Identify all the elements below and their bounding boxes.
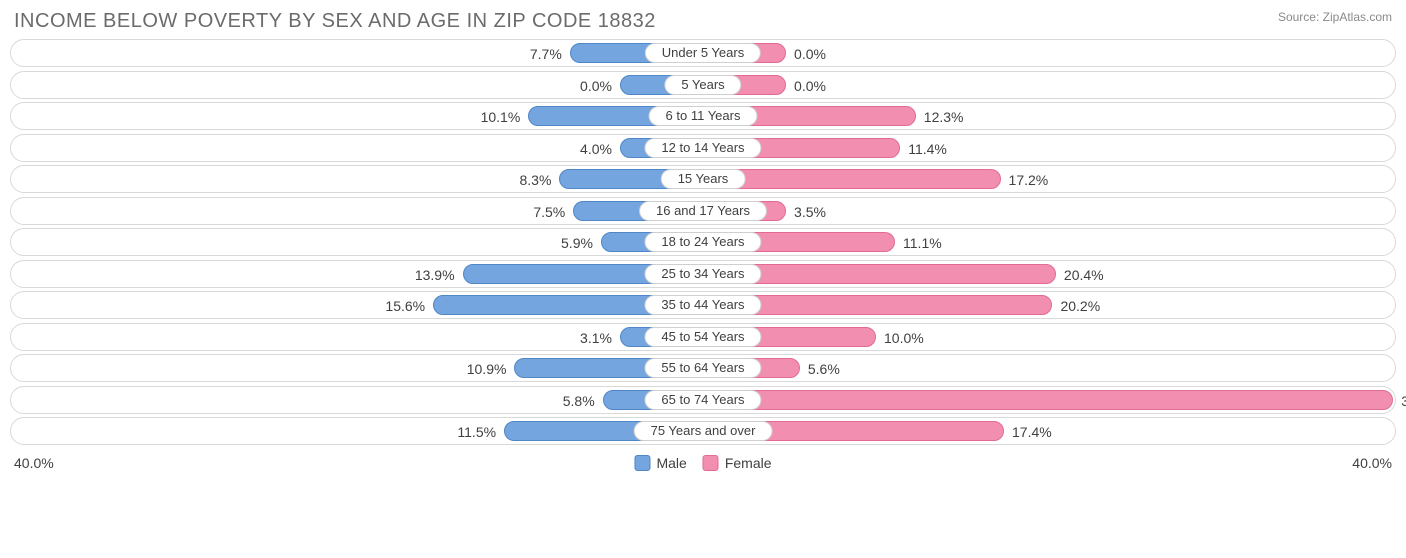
category-pill: 45 to 54 Years [644, 327, 761, 347]
legend-female: Female [703, 455, 772, 471]
legend-male-swatch [634, 455, 650, 471]
legend-female-swatch [703, 455, 719, 471]
category-pill: 65 to 74 Years [644, 390, 761, 410]
value-male: 0.0% [580, 72, 612, 100]
value-female: 5.6% [808, 355, 840, 383]
legend-male-label: Male [656, 455, 686, 471]
value-male: 5.8% [563, 387, 595, 415]
value-female: 10.0% [884, 324, 924, 352]
category-pill: 16 and 17 Years [639, 201, 767, 221]
chart-row: 4.0% 11.4% 12 to 14 Years [10, 134, 1396, 162]
chart-source: Source: ZipAtlas.com [1278, 10, 1392, 24]
value-female: 3.5% [794, 198, 826, 226]
chart-row: 8.3% 17.2% 15 Years [10, 165, 1396, 193]
chart-header: INCOME BELOW POVERTY BY SEX AND AGE IN Z… [0, 0, 1406, 39]
value-female: 17.4% [1012, 418, 1052, 446]
chart-row: 3.1% 10.0% 45 to 54 Years [10, 323, 1396, 351]
axis-left-max: 40.0% [14, 455, 54, 471]
chart-row: 0.0% 0.0% 5 Years [10, 71, 1396, 99]
category-pill: 75 Years and over [634, 421, 773, 441]
chart-row: 7.5% 3.5% 16 and 17 Years [10, 197, 1396, 225]
category-pill: 5 Years [664, 75, 741, 95]
category-pill: 55 to 64 Years [644, 358, 761, 378]
value-female: 0.0% [794, 72, 826, 100]
chart-area: 7.7% 0.0% Under 5 Years 0.0% 0.0% 5 Years 10.1… [0, 39, 1406, 445]
value-male: 13.9% [415, 261, 455, 289]
value-male: 5.9% [561, 229, 593, 257]
value-female: 0.0% [794, 40, 826, 68]
chart-row: 7.7% 0.0% Under 5 Years [10, 39, 1396, 67]
chart-row: 5.8%39.9%65 to 74 Years [10, 386, 1396, 414]
value-female: 17.2% [1009, 166, 1049, 194]
bar-female [703, 169, 1001, 189]
chart-row: 10.9% 5.6% 55 to 64 Years [10, 354, 1396, 382]
bar-female [703, 390, 1393, 410]
value-male: 7.5% [533, 198, 565, 226]
category-pill: 35 to 44 Years [644, 295, 761, 315]
value-male: 11.5% [457, 418, 496, 446]
value-female: 11.4% [908, 135, 947, 163]
value-male: 8.3% [520, 166, 552, 194]
value-male: 15.6% [385, 292, 425, 320]
chart-row: 11.5% 17.4% 75 Years and over [10, 417, 1396, 445]
value-male: 3.1% [580, 324, 612, 352]
chart-footer: 40.0% Male Female 40.0% [0, 449, 1406, 471]
category-pill: 18 to 24 Years [644, 232, 761, 252]
category-pill: 25 to 34 Years [644, 264, 761, 284]
chart-row: 13.9% 20.4% 25 to 34 Years [10, 260, 1396, 288]
category-pill: 6 to 11 Years [649, 106, 758, 126]
chart-row: 10.1% 12.3% 6 to 11 Years [10, 102, 1396, 130]
value-female: 11.1% [903, 229, 942, 257]
category-pill: Under 5 Years [645, 43, 761, 63]
legend-female-label: Female [725, 455, 772, 471]
value-male: 4.0% [580, 135, 612, 163]
value-female: 20.2% [1060, 292, 1100, 320]
axis-right-max: 40.0% [1352, 455, 1392, 471]
chart-row: 5.9% 11.1% 18 to 24 Years [10, 228, 1396, 256]
chart-row: 15.6% 20.2% 35 to 44 Years [10, 291, 1396, 319]
value-male: 7.7% [530, 40, 562, 68]
value-female: 39.9% [1401, 387, 1406, 415]
value-female: 20.4% [1064, 261, 1104, 289]
legend-male: Male [634, 455, 686, 471]
category-pill: 15 Years [661, 169, 746, 189]
value-male: 10.1% [481, 103, 521, 131]
legend: Male Female [634, 455, 771, 471]
category-pill: 12 to 14 Years [644, 138, 761, 158]
chart-title: INCOME BELOW POVERTY BY SEX AND AGE IN Z… [14, 10, 656, 33]
value-male: 10.9% [467, 355, 507, 383]
value-female: 12.3% [924, 103, 964, 131]
